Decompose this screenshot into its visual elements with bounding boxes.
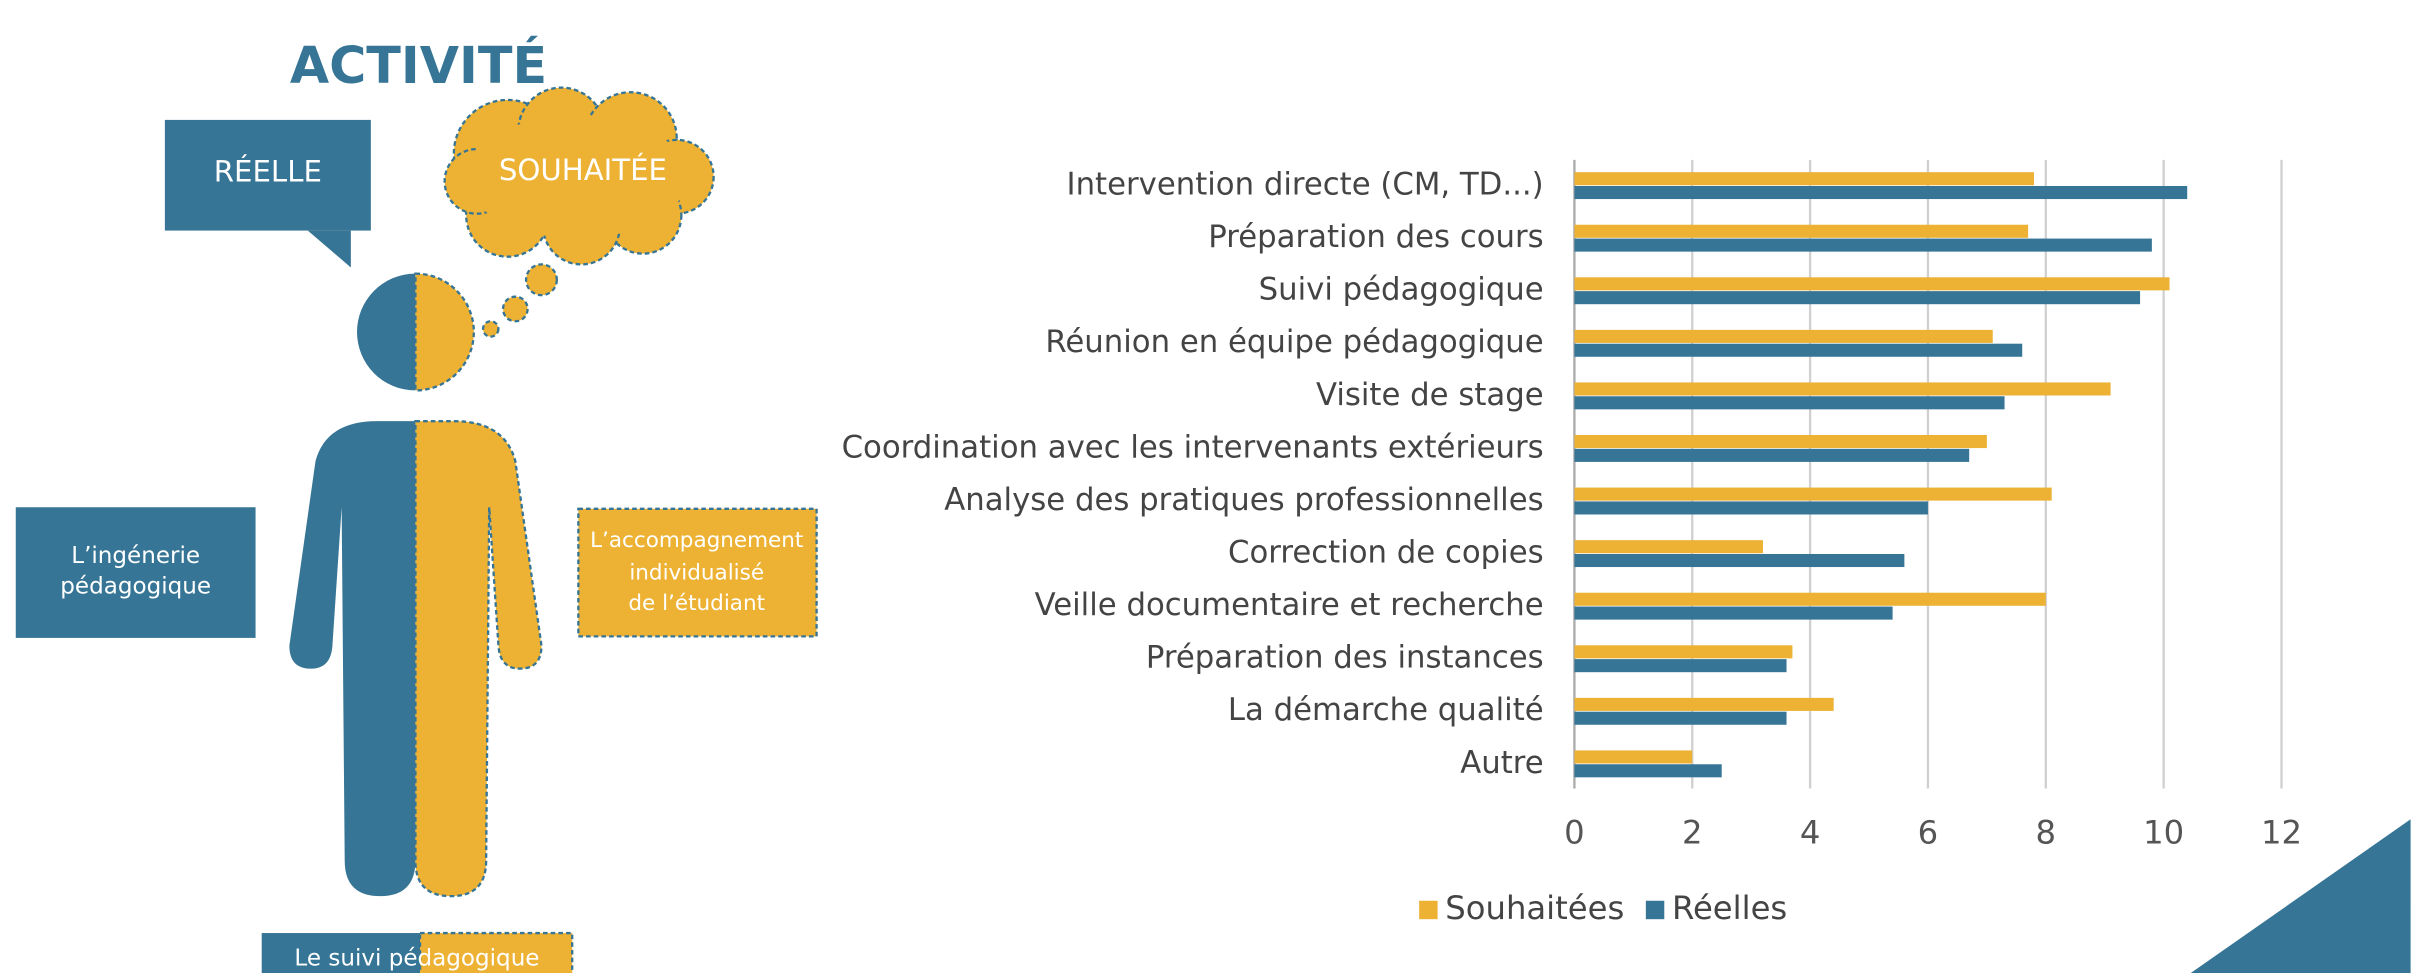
right-box-text: de l’étudiant xyxy=(628,591,765,616)
legend-label: Souhaitées xyxy=(1445,889,1624,927)
bar xyxy=(1574,488,2051,501)
x-tick-label: 10 xyxy=(2143,814,2184,852)
page: ACTIVITÉ RÉELLE SOUHAITÉE L’ingénerie pé… xyxy=(0,0,2411,973)
category-label: Préparation des instances xyxy=(1146,640,1544,676)
bar xyxy=(1574,172,2034,185)
bar xyxy=(1574,396,2004,409)
bar xyxy=(1574,540,1763,553)
bar xyxy=(1574,607,1892,620)
speech-tail xyxy=(308,231,351,268)
category-label: Veille documentaire et recherche xyxy=(1035,587,1544,623)
x-tick-label: 4 xyxy=(1800,814,1821,852)
head-left xyxy=(357,274,415,391)
category-label: Intervention directe (CM, TD...) xyxy=(1067,166,1544,202)
thought-text: SOUHAITÉE xyxy=(499,153,667,187)
bar xyxy=(1574,186,2187,199)
left-box-text: pédagogique xyxy=(60,574,211,600)
category-label: Réunion en équipe pédagogique xyxy=(1045,324,1543,360)
body-right xyxy=(415,421,541,896)
category-label: La démarche qualité xyxy=(1228,692,1544,728)
title: ACTIVITÉ xyxy=(290,35,547,95)
right-box-text: individualisé xyxy=(629,560,764,585)
bar xyxy=(1574,501,1928,514)
x-tick-label: 0 xyxy=(1564,814,1585,852)
infographic: ACTIVITÉ RÉELLE SOUHAITÉE L’ingénerie pé… xyxy=(16,35,817,973)
bar xyxy=(1574,712,1786,725)
bar xyxy=(1574,645,1792,658)
legend-swatch xyxy=(1646,901,1664,919)
left-box xyxy=(16,507,256,638)
x-tick-label: 6 xyxy=(1918,814,1939,852)
left-box-text: L’ingénerie xyxy=(71,543,200,569)
category-label: Visite de stage xyxy=(1316,377,1544,413)
category-label: Préparation des cours xyxy=(1208,219,1543,255)
x-tick-label: 8 xyxy=(2036,814,2057,852)
x-tick-label: 12 xyxy=(2261,814,2302,852)
x-tick-label: 2 xyxy=(1682,814,1703,852)
legend-label: Réelles xyxy=(1672,889,1787,927)
bar xyxy=(1574,554,1904,567)
bar xyxy=(1574,291,2140,304)
category-label: Coordination avec les intervenants extér… xyxy=(842,429,1544,465)
bar xyxy=(1574,330,1992,343)
bar xyxy=(1574,239,2151,252)
bar xyxy=(1574,449,1969,462)
bar xyxy=(1574,750,1692,763)
bar xyxy=(1574,698,1833,711)
right-box-text: L’accompagnement xyxy=(590,528,803,553)
category-label: Analyse des pratiques professionnelles xyxy=(944,482,1543,518)
bar xyxy=(1574,435,1986,448)
bar xyxy=(1574,277,2169,290)
category-label: Suivi pédagogique xyxy=(1259,272,1544,308)
speech-text: RÉELLE xyxy=(214,155,322,189)
bar xyxy=(1574,593,2045,606)
bar xyxy=(1574,764,1721,777)
legend-swatch xyxy=(1419,901,1437,919)
bar xyxy=(1574,382,2110,395)
head-right xyxy=(415,274,473,391)
category-label: Correction de copies xyxy=(1228,534,1544,570)
body-left xyxy=(289,421,415,896)
bottom-box-text: Le suivi pédagogique xyxy=(294,946,539,972)
bar xyxy=(1574,344,2022,357)
category-label: Autre xyxy=(1460,745,1543,781)
bar xyxy=(1574,659,1786,672)
bar xyxy=(1574,225,2028,238)
